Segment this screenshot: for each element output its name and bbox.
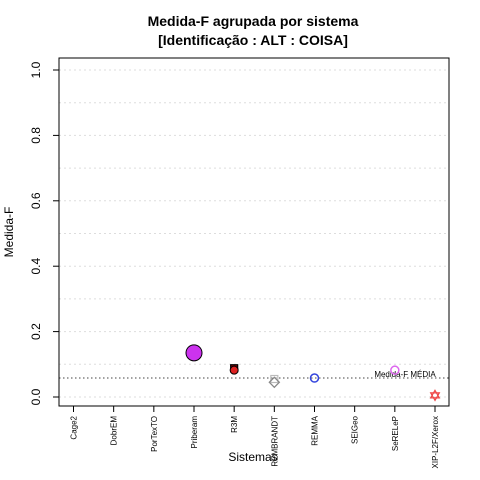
y-tick-label: 0.6 bbox=[29, 192, 43, 209]
x-tick-label: REMBRANDT bbox=[270, 416, 279, 467]
x-tick-label: Priberam bbox=[190, 416, 199, 449]
chart-title: Medida-F agrupada por sistema bbox=[148, 13, 359, 29]
y-tick-label: 0.4 bbox=[29, 258, 43, 275]
y-tick-label: 0.2 bbox=[29, 323, 43, 340]
data-point-part bbox=[429, 389, 441, 399]
data-point-part bbox=[429, 392, 441, 402]
plot-frame bbox=[58, 57, 450, 407]
x-tick-label: PorTexTO bbox=[150, 416, 159, 452]
data-point bbox=[429, 389, 441, 402]
data-points bbox=[185, 344, 441, 402]
data-point bbox=[268, 376, 281, 389]
data-point bbox=[229, 365, 239, 375]
x-tick-label: R3M bbox=[230, 416, 239, 433]
data-point bbox=[270, 374, 279, 384]
y-tick-label: 0.8 bbox=[29, 127, 43, 144]
y-axis: 0.0 0.2 0.4 0.6 0.8 1.0 bbox=[29, 61, 59, 405]
x-tick-label: XIP-L2F/Xerox bbox=[431, 416, 440, 468]
gridlines bbox=[59, 69, 449, 398]
y-tick-label: 1.0 bbox=[29, 61, 43, 78]
x-tick-label: SEIGeo bbox=[351, 415, 360, 444]
x-tick-label: DobrEM bbox=[110, 416, 119, 446]
data-point bbox=[390, 365, 400, 375]
x-axis-label: Sistemas bbox=[228, 450, 277, 464]
data-point bbox=[185, 344, 203, 362]
x-tick-label: REMMA bbox=[311, 415, 320, 445]
data-point bbox=[309, 373, 320, 383]
chart-subtitle: [Identificação : ALT : COISA] bbox=[158, 32, 348, 48]
mean-label: Medida-F MÉDIA bbox=[374, 370, 436, 379]
x-axis: Cage2 DobrEM PorTexTO Priberam R3M REMBRANDT R… bbox=[70, 406, 440, 468]
y-tick-label: 0.0 bbox=[29, 388, 43, 405]
x-tick-label: SeRELeP bbox=[391, 416, 400, 451]
x-tick-label: Cage2 bbox=[70, 415, 79, 439]
y-axis-label: Medida-F bbox=[2, 207, 16, 258]
